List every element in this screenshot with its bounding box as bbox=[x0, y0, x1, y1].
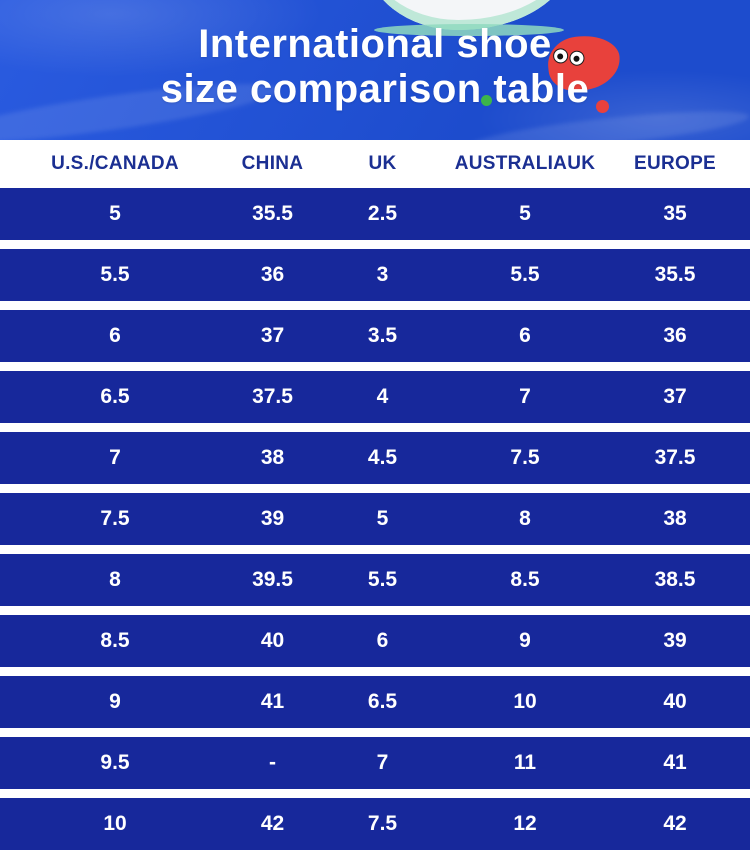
cell-uk: 7 bbox=[376, 751, 389, 774]
page-title-line1: International shoe bbox=[198, 22, 552, 66]
table-row: 10 42 7.5 12 42 bbox=[0, 798, 750, 850]
cell-australiauk: 11 bbox=[513, 751, 537, 774]
cell-china: 40 bbox=[260, 629, 285, 652]
cell-us-canada: 10 bbox=[103, 812, 127, 835]
table-row: 5 35.5 2.5 5 35 bbox=[0, 188, 750, 240]
cell-uk: 6 bbox=[376, 629, 389, 652]
cell-us-canada: 5 bbox=[109, 202, 121, 225]
cell-uk: 6.5 bbox=[367, 690, 398, 713]
cell-us-canada: 5.5 bbox=[100, 263, 130, 286]
cell-australiauk: 5.5 bbox=[510, 263, 540, 286]
cell-uk: 4 bbox=[376, 385, 389, 408]
cell-uk: 4.5 bbox=[367, 446, 398, 469]
cell-uk: 3 bbox=[376, 263, 389, 286]
cell-australiauk: 10 bbox=[513, 690, 537, 713]
size-table: U.S./CANADA CHINA UK AUSTRALIAUK EUROPE … bbox=[0, 140, 750, 850]
cell-us-canada: 6.5 bbox=[100, 385, 130, 408]
cell-china: 37 bbox=[260, 324, 285, 347]
cell-us-canada: 6 bbox=[109, 324, 121, 347]
cell-china: 39.5 bbox=[252, 568, 293, 591]
cell-europe: 42 bbox=[663, 812, 687, 835]
red-dot-icon bbox=[596, 100, 609, 113]
table-row: 7.5 39 5 8 38 bbox=[0, 493, 750, 545]
cell-australiauk: 7 bbox=[519, 385, 531, 408]
table-header-row: U.S./CANADA CHINA UK AUSTRALIAUK EUROPE bbox=[0, 140, 750, 188]
cell-europe: 36 bbox=[663, 324, 687, 347]
cell-uk: 5 bbox=[376, 507, 389, 530]
page-title: International shoe size comparison table bbox=[0, 0, 750, 112]
cell-europe: 40 bbox=[663, 690, 687, 713]
header-cell-uk: UK bbox=[368, 153, 397, 174]
table-row: 8 39.5 5.5 8.5 38.5 bbox=[0, 554, 750, 606]
cell-china: 38 bbox=[260, 446, 285, 469]
cell-us-canada: 7.5 bbox=[100, 507, 130, 530]
cell-us-canada: 9 bbox=[109, 690, 121, 713]
table-row: 6.5 37.5 4 7 37 bbox=[0, 371, 750, 423]
cell-europe: 35.5 bbox=[654, 263, 696, 286]
cell-australiauk: 6 bbox=[519, 324, 531, 347]
cell-uk: 2.5 bbox=[367, 202, 398, 225]
cell-china: 41 bbox=[260, 690, 285, 713]
cell-australiauk: 8.5 bbox=[510, 568, 540, 591]
table-row: 5.5 36 3 5.5 35.5 bbox=[0, 249, 750, 301]
cell-us-canada: 9.5 bbox=[100, 751, 130, 774]
cell-uk: 5.5 bbox=[367, 568, 398, 591]
header-cell-europe: EUROPE bbox=[633, 153, 717, 174]
header-cell-australiauk: AUSTRALIAUK bbox=[454, 153, 596, 174]
page-title-line2: size comparison table bbox=[160, 66, 590, 111]
table-body: 5 35.5 2.5 5 35 5.5 36 3 5.5 35.5 6 37 3… bbox=[0, 188, 750, 850]
cell-australiauk: 7.5 bbox=[510, 446, 540, 469]
cell-europe: 38 bbox=[663, 507, 687, 530]
cell-australiauk: 8 bbox=[519, 507, 531, 530]
table-row: 7 38 4.5 7.5 37.5 bbox=[0, 432, 750, 484]
table-row: 9.5 - 7 11 41 bbox=[0, 737, 750, 789]
cell-europe: 39 bbox=[663, 629, 687, 652]
cell-europe: 38.5 bbox=[654, 568, 696, 591]
cell-china: 37.5 bbox=[252, 385, 293, 408]
cell-uk: 3.5 bbox=[367, 324, 398, 347]
cell-us-canada: 8 bbox=[109, 568, 121, 591]
cell-australiauk: 12 bbox=[513, 812, 537, 835]
cell-europe: 35 bbox=[663, 202, 687, 225]
table-row: 9 41 6.5 10 40 bbox=[0, 676, 750, 728]
header-cell-china: CHINA bbox=[241, 153, 304, 174]
cell-europe: 41 bbox=[663, 751, 687, 774]
green-dot-icon bbox=[481, 95, 492, 106]
cell-china: 35.5 bbox=[252, 202, 293, 225]
table-row: 8.5 40 6 9 39 bbox=[0, 615, 750, 667]
cell-australiauk: 5 bbox=[519, 202, 531, 225]
cell-china: 36 bbox=[260, 263, 285, 286]
cell-us-canada: 8.5 bbox=[100, 629, 130, 652]
hero-banner: International shoe size comparison table bbox=[0, 0, 750, 140]
cell-china: - bbox=[269, 751, 276, 774]
cell-china: 42 bbox=[260, 812, 285, 835]
cell-us-canada: 7 bbox=[109, 446, 121, 469]
cell-europe: 37.5 bbox=[654, 446, 696, 469]
cell-europe: 37 bbox=[663, 385, 687, 408]
cell-china: 39 bbox=[260, 507, 285, 530]
header-cell-us-canada: U.S./CANADA bbox=[51, 153, 179, 174]
cell-uk: 7.5 bbox=[367, 812, 398, 835]
cell-australiauk: 9 bbox=[519, 629, 531, 652]
table-row: 6 37 3.5 6 36 bbox=[0, 310, 750, 362]
